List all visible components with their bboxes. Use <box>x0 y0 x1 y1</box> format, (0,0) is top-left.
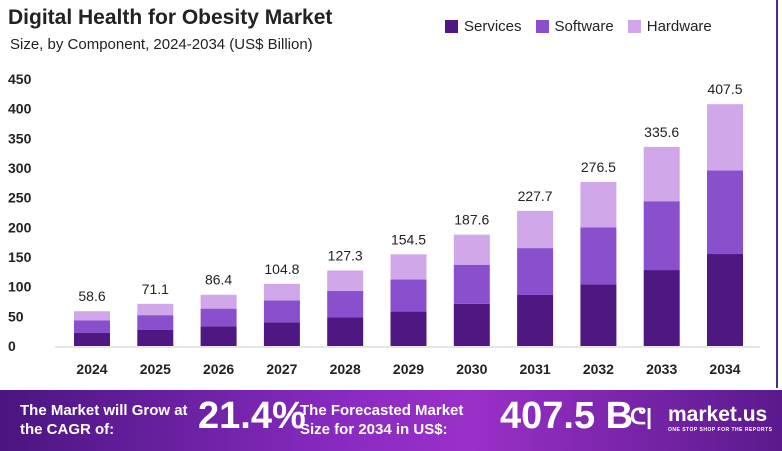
y-tick-label: 250 <box>8 190 32 206</box>
bar-software-2028 <box>327 290 364 318</box>
cagr-value: 21.4% <box>198 395 306 437</box>
forecast-text: The Forecasted Market Size for 2034 in U… <box>300 402 464 438</box>
data-label-total: 187.6 <box>454 212 489 228</box>
bar-hardware-2029 <box>390 254 427 280</box>
bar-hardware-2033 <box>643 146 680 202</box>
y-tick-label: 200 <box>8 219 32 235</box>
market-us-logo-icon: ᕦ| <box>630 404 653 429</box>
data-label-total: 335.6 <box>644 124 679 140</box>
chart-subtitle: Size, by Component, 2024-2034 (US$ Billi… <box>10 36 313 53</box>
bar-services-2033 <box>643 270 680 346</box>
bar-software-2026 <box>200 308 237 327</box>
x-tick-label: 2033 <box>646 361 677 377</box>
bar-hardware-2028 <box>327 270 364 291</box>
brand-name: market.us <box>668 403 768 426</box>
brand-tagline: ONE STOP SHOP FOR THE REPORTS <box>668 427 773 433</box>
data-label-total: 407.5 <box>707 81 742 97</box>
legend-item-software: Software <box>535 18 614 35</box>
bar-software-2030 <box>453 264 490 304</box>
y-tick-label: 450 <box>8 71 32 87</box>
bar-software-2027 <box>263 300 300 323</box>
legend-item-hardware: Hardware <box>627 18 712 35</box>
bar-services-2026 <box>200 326 237 346</box>
bar-software-2033 <box>643 201 680 271</box>
footer-banner: The Market will Grow at the CAGR of: 21.… <box>0 390 782 451</box>
cagr-text: The Market will Grow at the CAGR of: <box>20 402 188 438</box>
bar-software-2032 <box>580 227 617 285</box>
bar-software-2024 <box>74 320 110 333</box>
y-tick-label: 350 <box>8 130 32 146</box>
chart-plot: 0 50 100 150 200 250 300 350 400 450 58.6 2024 71.1 2… <box>8 71 760 377</box>
data-label-total: 104.8 <box>264 261 299 277</box>
bar-hardware-2024 <box>74 311 110 321</box>
y-tick-label: 300 <box>8 160 32 176</box>
bar-services-2025 <box>137 329 174 346</box>
x-tick-label: 2032 <box>583 361 614 377</box>
bar-hardware-2030 <box>453 234 490 265</box>
bar-software-2034 <box>707 170 743 255</box>
bar-hardware-2032 <box>580 181 617 228</box>
bar-services-2032 <box>580 284 617 346</box>
forecast-value: 407.5 B <box>500 395 634 437</box>
x-tick-label: 2027 <box>266 361 297 377</box>
bar-services-2027 <box>263 322 300 346</box>
bar-software-2029 <box>390 279 427 312</box>
data-label-total: 276.5 <box>581 159 616 175</box>
bar-services-2030 <box>453 303 490 346</box>
data-label-total: 227.7 <box>518 188 553 204</box>
bar-hardware-2026 <box>200 294 237 309</box>
x-tick-label: 2024 <box>76 361 107 377</box>
bar-hardware-2034 <box>707 104 743 171</box>
data-label-total: 86.4 <box>205 272 232 288</box>
bar-services-2029 <box>390 311 427 346</box>
bar-hardware-2027 <box>263 283 300 301</box>
y-tick-label: 0 <box>8 338 16 354</box>
bar-hardware-2025 <box>137 303 174 316</box>
x-tick-label: 2031 <box>520 361 551 377</box>
bar-services-2031 <box>517 294 554 346</box>
chart-frame <box>776 0 778 388</box>
data-label-total: 154.5 <box>391 231 426 247</box>
y-tick-label: 100 <box>8 279 32 295</box>
y-tick-label: 50 <box>8 308 24 324</box>
legend-item-services: Services <box>445 18 522 35</box>
y-tick-label: 150 <box>8 249 32 265</box>
bar-software-2031 <box>517 248 554 295</box>
x-tick-label: 2028 <box>330 361 361 377</box>
data-label-total: 58.6 <box>78 288 105 304</box>
legend: Services Software Hardware <box>445 18 712 35</box>
chart-title: Digital Health for Obesity Market <box>8 6 333 29</box>
x-tick-label: 2026 <box>203 361 234 377</box>
bar-services-2034 <box>707 254 743 346</box>
bar-services-2024 <box>74 332 110 346</box>
x-tick-label: 2029 <box>393 361 424 377</box>
data-label-total: 127.3 <box>328 247 363 263</box>
x-tick-label: 2030 <box>456 361 487 377</box>
x-tick-label: 2025 <box>140 361 171 377</box>
bar-services-2028 <box>327 317 364 346</box>
data-label-total: 71.1 <box>142 281 169 297</box>
bar-software-2025 <box>137 315 174 330</box>
x-tick-label: 2034 <box>709 361 740 377</box>
bar-hardware-2031 <box>517 210 554 249</box>
y-tick-label: 400 <box>8 101 32 117</box>
